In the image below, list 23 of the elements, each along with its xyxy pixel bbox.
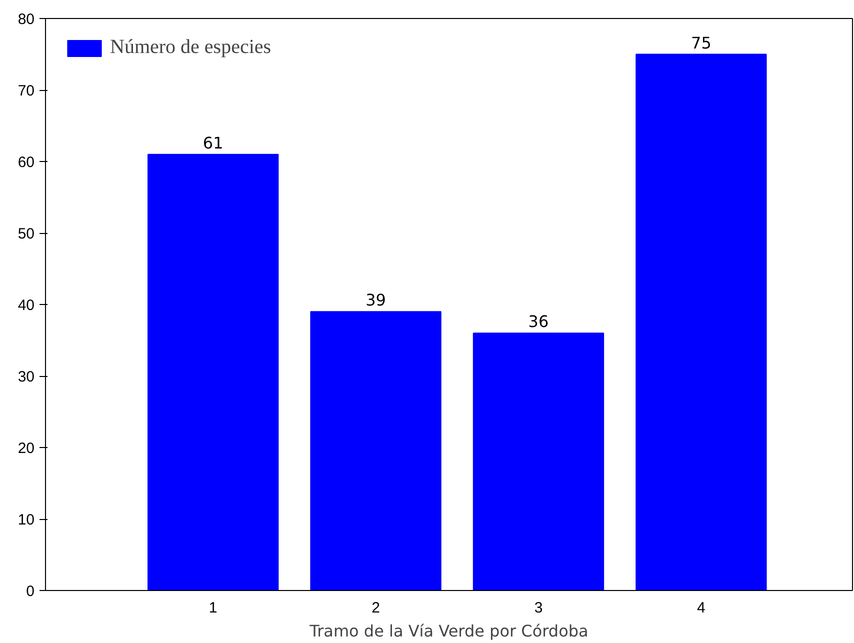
data-label: 36 <box>528 312 549 332</box>
y-tick-label: 10 <box>18 512 35 528</box>
x-tick-label: 2 <box>372 600 380 616</box>
bar <box>636 54 767 590</box>
y-tick-label: 30 <box>18 368 35 386</box>
x-tick-label: 3 <box>534 600 543 616</box>
y-tick-label: 50 <box>18 226 35 242</box>
x-tick-label: 1 <box>208 600 218 616</box>
y-tick-label: 80 <box>18 11 35 28</box>
y-tick-label: 0 <box>26 583 34 600</box>
data-label: 61 <box>202 133 224 152</box>
bar <box>472 332 604 590</box>
y-tick-label: 40 <box>18 297 35 314</box>
data-label: 75 <box>691 33 712 52</box>
x-axis-title: Tramo de la Vía Verde por Córdoba <box>308 622 588 640</box>
y-tick-label: 60 <box>18 154 35 171</box>
bar <box>310 311 442 590</box>
y-tick-label: 20 <box>18 440 35 457</box>
data-label: 39 <box>366 290 386 310</box>
bar <box>148 154 279 590</box>
legend-label: Número de especies <box>110 36 272 59</box>
y-tick-label: 70 <box>18 82 35 100</box>
x-tick-label: 4 <box>697 600 706 616</box>
